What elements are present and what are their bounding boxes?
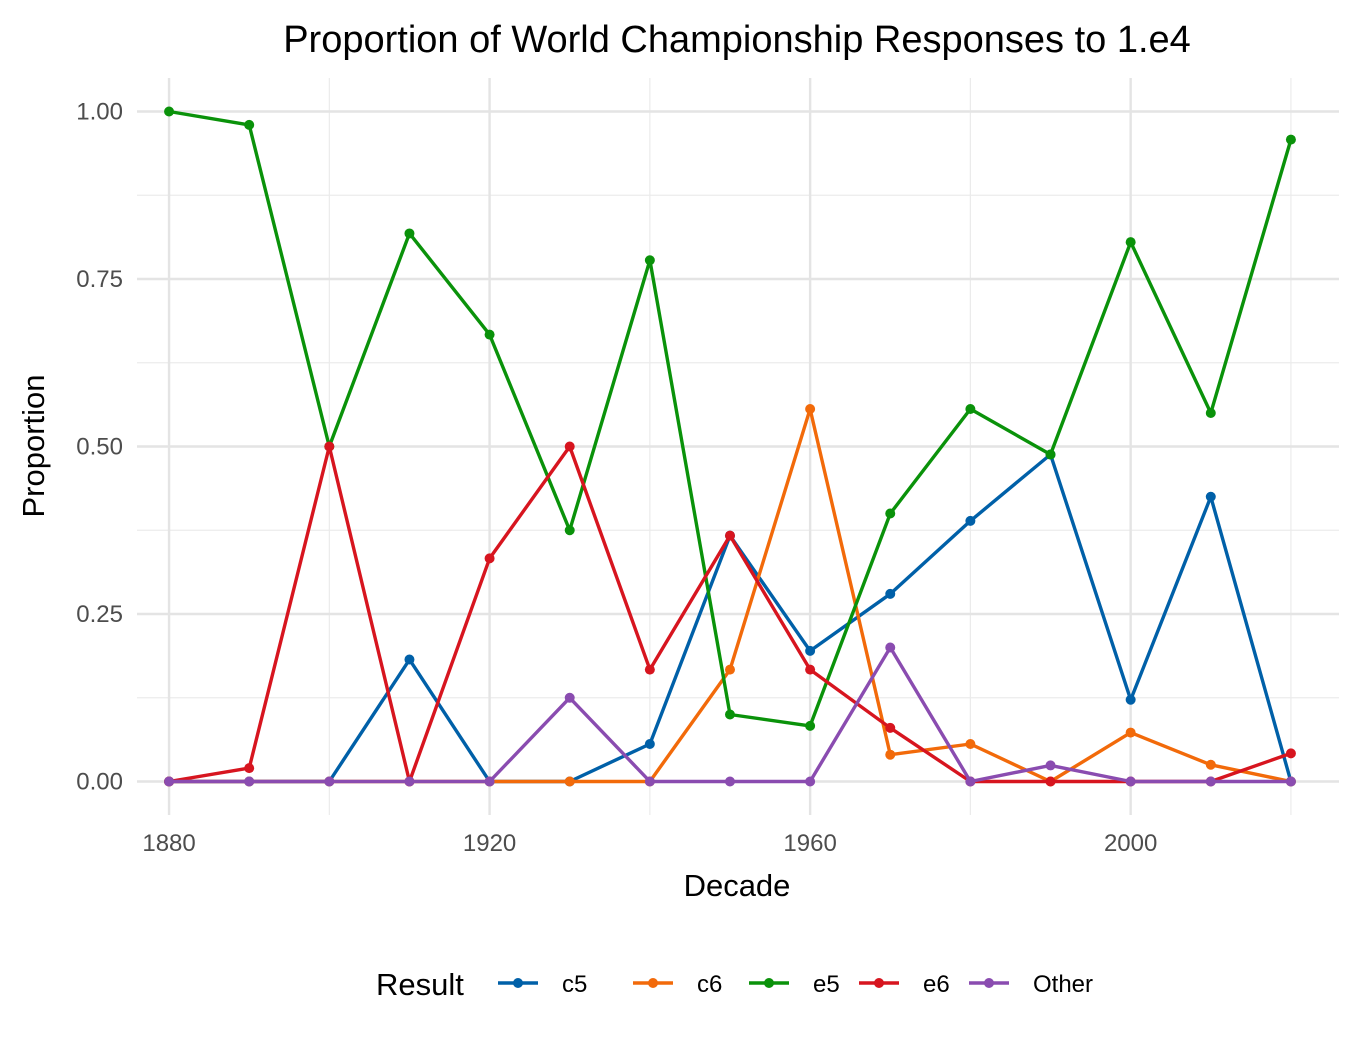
- legend-item-c5: c5: [498, 971, 587, 998]
- legend-item-e5: e5: [749, 971, 840, 998]
- data-point-e6: [244, 763, 255, 774]
- data-point-c5: [1125, 694, 1136, 705]
- series-lines: [164, 106, 1296, 787]
- y-tick-label: 1.00: [76, 99, 123, 126]
- data-point-c6: [564, 776, 575, 787]
- x-tick-label: 1960: [783, 830, 836, 857]
- data-point-c6: [1125, 727, 1136, 738]
- data-point-e6: [564, 441, 575, 452]
- data-point-other: [404, 776, 415, 787]
- data-point-c5: [885, 588, 896, 599]
- data-point-c5: [805, 645, 816, 656]
- y-axis-title: Proportion: [16, 374, 51, 517]
- data-point-c6: [885, 749, 896, 760]
- legend-key-point: [513, 978, 523, 988]
- data-point-e6: [1045, 776, 1056, 787]
- y-tick-label: 0.25: [76, 601, 123, 628]
- data-point-e5: [1285, 134, 1296, 145]
- data-point-e6: [484, 553, 495, 564]
- data-point-other: [244, 776, 255, 787]
- data-point-e5: [1125, 237, 1136, 248]
- x-axis-title: Decade: [684, 868, 791, 903]
- grid-lines: [137, 78, 1339, 815]
- series-other: [164, 642, 1296, 787]
- data-point-other: [1205, 776, 1216, 787]
- legend-key-point: [984, 978, 994, 988]
- data-point-e6: [805, 664, 816, 675]
- data-point-e5: [484, 329, 495, 340]
- data-point-e6: [644, 664, 655, 675]
- data-point-e5: [404, 228, 415, 239]
- data-point-e6: [724, 530, 735, 541]
- data-point-c6: [965, 738, 976, 749]
- legend: Result c5 c6 e5 e6 Other: [376, 967, 1093, 1002]
- legend-key-point: [874, 978, 884, 988]
- legend-item-other: Other: [969, 971, 1093, 998]
- data-point-c5: [965, 515, 976, 526]
- data-point-e5: [564, 525, 575, 536]
- data-point-other: [644, 776, 655, 787]
- data-point-e6: [885, 722, 896, 733]
- data-point-e5: [885, 508, 896, 519]
- data-point-c6: [724, 664, 735, 675]
- data-point-e5: [244, 119, 255, 130]
- y-tick-label: 0.00: [76, 769, 123, 796]
- x-tick-label: 2000: [1104, 830, 1157, 857]
- tick-labels: 0.00 0.25 0.50 0.75 1.00 1880 1920 1960 2000: [76, 99, 1157, 858]
- legend-title: Result: [376, 967, 464, 1002]
- x-tick-label: 1920: [463, 830, 516, 857]
- data-point-c5: [1205, 491, 1216, 502]
- legend-label: Other: [1033, 971, 1093, 998]
- data-point-c5: [644, 738, 655, 749]
- data-point-other: [805, 776, 816, 787]
- chart-title: Proportion of World Championship Respons…: [283, 19, 1191, 61]
- legend-label: c5: [562, 971, 587, 998]
- y-tick-label: 0.75: [76, 266, 123, 293]
- data-point-e5: [1205, 408, 1216, 418]
- legend-label: e5: [813, 971, 840, 998]
- data-point-other: [885, 642, 896, 653]
- data-point-c5: [404, 654, 415, 665]
- data-point-other: [1045, 760, 1056, 771]
- data-point-e5: [164, 106, 175, 117]
- x-tick-label: 1880: [142, 830, 195, 857]
- data-point-other: [324, 776, 335, 787]
- y-tick-label: 0.50: [76, 434, 123, 461]
- data-point-e5: [965, 403, 976, 414]
- data-point-e6: [1285, 748, 1296, 759]
- data-point-e5: [644, 255, 655, 266]
- legend-item-e6: e6: [859, 971, 950, 998]
- data-point-c6: [1205, 759, 1216, 770]
- legend-item-c6: c6: [633, 971, 722, 998]
- data-point-other: [965, 776, 976, 787]
- data-point-other: [724, 776, 735, 787]
- data-point-other: [1285, 776, 1296, 787]
- data-point-e6: [324, 441, 335, 452]
- legend-label: e6: [923, 971, 950, 998]
- data-point-e5: [1045, 449, 1056, 460]
- data-point-other: [1125, 776, 1136, 787]
- data-point-e5: [724, 709, 735, 720]
- legend-key-point: [648, 978, 658, 988]
- legend-key-point: [764, 978, 774, 988]
- data-point-other: [564, 692, 575, 703]
- data-point-c6: [805, 403, 816, 414]
- legend-label: c6: [697, 971, 722, 998]
- data-point-other: [164, 776, 175, 787]
- data-point-e5: [805, 720, 816, 731]
- data-point-other: [484, 776, 495, 787]
